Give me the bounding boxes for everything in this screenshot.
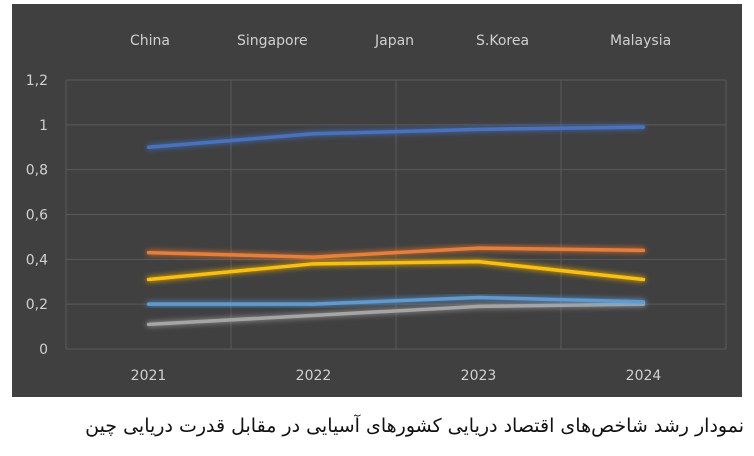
x-tick-label: 2022 bbox=[296, 368, 332, 384]
series-line-japan bbox=[146, 302, 646, 327]
legend-label: Malaysia bbox=[610, 33, 671, 49]
y-tick-label: 0,6 bbox=[26, 208, 48, 224]
series-line-skorea bbox=[146, 259, 646, 282]
legend-label: S.Korea bbox=[476, 33, 529, 49]
y-tick-label: 0,2 bbox=[26, 297, 48, 313]
y-tick-label: 1 bbox=[39, 118, 48, 134]
y-tick-label: 0 bbox=[39, 342, 48, 358]
series-line-china bbox=[146, 125, 646, 149]
legend-label: Singapore bbox=[237, 33, 308, 49]
series-line-malaysia bbox=[146, 295, 646, 306]
x-tick-label: 2024 bbox=[626, 368, 662, 384]
series-line-singapore bbox=[146, 246, 646, 259]
x-tick-label: 2021 bbox=[131, 368, 167, 384]
y-tick-label: 0,8 bbox=[26, 163, 48, 179]
chart-caption: نمودار رشد شاخص‌های اقتصاد دریایی کشورها… bbox=[85, 415, 744, 437]
y-tick-label: 1,2 bbox=[26, 73, 48, 89]
x-tick-label: 2023 bbox=[461, 368, 497, 384]
y-tick-label: 0,4 bbox=[26, 252, 48, 268]
legend-label: China bbox=[130, 33, 170, 49]
legend-label: Japan bbox=[374, 33, 414, 49]
chart-background bbox=[12, 4, 742, 397]
line-chart: 0 0,2 0,4 0,6 0,8 1 1,2 2021 2022 2023 2024 China… bbox=[12, 4, 742, 397]
